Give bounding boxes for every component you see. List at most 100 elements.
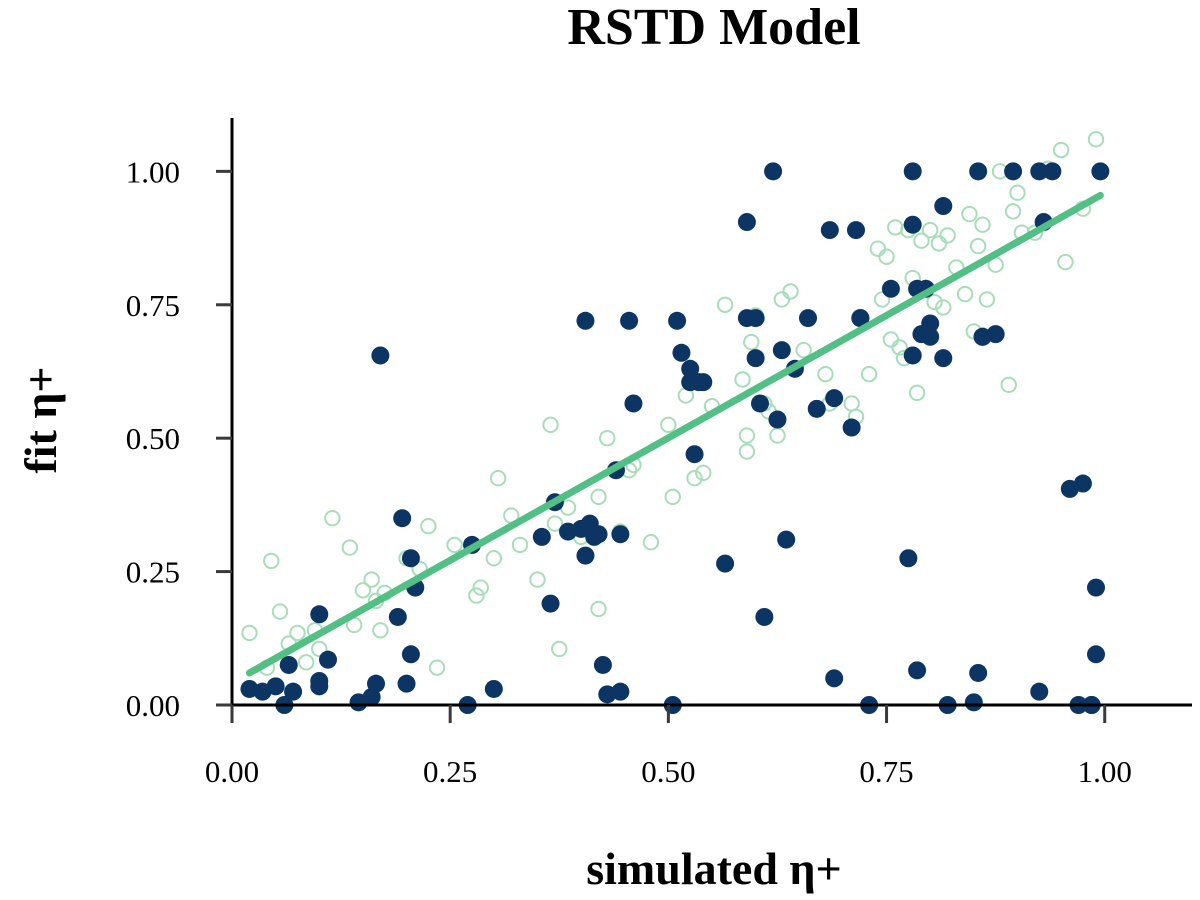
filled-point [532,527,551,546]
hollow-point [738,443,756,460]
hollow-point [939,227,956,244]
hollow-point [716,296,734,313]
hollow-point [869,240,887,257]
hollow-point [921,221,939,239]
filled-point [367,674,385,693]
filled-point [851,309,870,328]
hollow-point [664,488,681,506]
y-tick-label: 1.00 [126,154,180,189]
hollow-point [887,219,904,236]
hollow-point [489,470,507,487]
hollow-point [882,331,900,348]
x-axis-label: simulated η+ [586,843,842,894]
x-tick-label: 0.25 [423,754,477,789]
filled-point [401,549,420,568]
filled-point [1087,645,1105,664]
hollow-point [271,603,289,620]
filled-point [1043,162,1062,181]
x-tick-label: 0.50 [641,754,695,789]
hollow-point [795,341,812,359]
chart-title: RSTD Model [567,0,860,56]
hollow-point [642,534,660,551]
y-tick-label: 0.50 [126,421,180,456]
hollow-point [1004,203,1022,220]
filled-point [934,197,953,216]
hollow-point [420,518,437,535]
hollow-point [891,339,908,356]
filled-point [401,645,420,664]
hollow-point [446,536,463,554]
hollow-point [860,365,878,383]
hollow-point [913,232,930,249]
filled-point [716,554,735,573]
filled-point [969,663,988,682]
filled-point [371,346,390,365]
hollow-point [908,384,926,402]
fit-line-group [245,191,1104,677]
hollow-point [468,587,485,604]
hollow-point [599,429,616,447]
hollow-point [485,550,503,567]
filled-point [1030,162,1049,181]
x-tick-label: 0.00 [205,754,259,789]
hollow-point [297,654,315,671]
hollow-point [1052,141,1070,159]
hollow-point [542,416,559,434]
hollow-point [935,299,952,316]
filled-point [694,373,713,392]
hollow-point [551,640,568,658]
filled-point [593,655,612,674]
hollow-point [529,571,546,588]
filled-point [820,221,839,240]
filled-point [1004,162,1023,181]
filled-point [903,346,922,365]
filled-point [576,546,595,565]
filled-point [825,389,844,408]
filled-point [842,418,861,437]
filled-point [768,410,787,429]
hollow-point [695,464,712,482]
filled-point [685,445,704,464]
filled-point [921,314,940,333]
filled-point [881,279,900,298]
filled-point [589,525,608,544]
filled-point [934,349,953,368]
hollow-point [263,552,280,570]
hollow-point [428,659,446,676]
filled-point [908,661,927,680]
filled-point [1091,162,1110,181]
filled-point [799,309,817,328]
hollow-point [743,333,760,351]
hollow-point [590,488,607,506]
hollow-point [782,283,799,300]
hollow-point [241,624,258,642]
filled-point [746,309,765,328]
filled-point [279,655,298,674]
filled-point [541,594,560,613]
filled-point [825,669,844,688]
filled-point [668,311,687,330]
filled-point [899,549,918,568]
hollow-point [372,622,389,639]
y-tick-label: 0.75 [126,288,180,323]
filled-point [393,509,412,528]
hollow-point [738,427,756,444]
hollow-point [978,291,996,308]
filled-point [751,394,769,413]
hollow-point [363,571,380,588]
hollow-point [590,600,607,618]
fit-line [245,191,1104,677]
filled-point [969,162,988,181]
filled-point [807,399,826,418]
filled-point [903,162,922,181]
filled-point [611,682,630,701]
hollow-point [341,539,359,556]
hollow-point [686,470,703,487]
hollow-point [769,427,786,444]
filled-point [611,525,630,544]
filled-point [847,221,865,240]
hollow-point [930,235,948,252]
hollow-point [1087,131,1105,148]
hollow-point [843,395,860,412]
